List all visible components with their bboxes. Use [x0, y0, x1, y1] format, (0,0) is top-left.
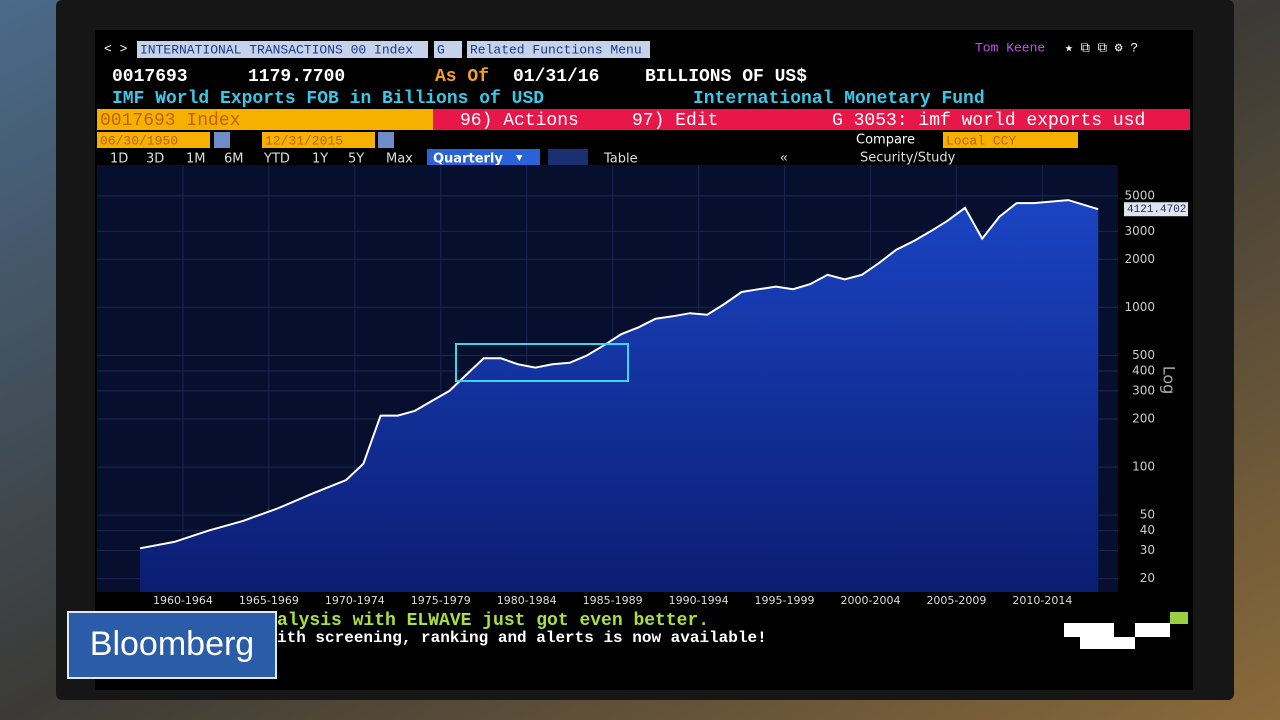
calendar-icon[interactable]	[214, 132, 230, 148]
period-button[interactable]: 6M	[224, 152, 244, 167]
graph-name: G 3053: imf world exports usd	[832, 111, 1145, 131]
nav-arrows[interactable]: < >	[104, 41, 128, 56]
y-tick-label: 2000	[1124, 252, 1155, 266]
last-value-box	[1124, 202, 1188, 217]
x-tick-label: 1995-1999	[755, 594, 815, 607]
y-tick-label: 20	[1140, 571, 1155, 585]
x-tick-label: 1985-1989	[583, 594, 643, 607]
period-button[interactable]: YTD	[263, 152, 290, 167]
units: BILLIONS OF US$	[645, 67, 807, 87]
dropdown-arrow: ▼	[516, 153, 523, 165]
compare[interactable]: Compare	[856, 133, 915, 148]
frequency-button[interactable]	[427, 149, 540, 167]
x-tick-label: 2000-2004	[841, 594, 901, 607]
last-value-label: 4121.4702	[1127, 204, 1186, 216]
ticker-line: ith screening, ranking and alerts is now…	[277, 629, 767, 647]
end-date[interactable]: 12/31/2015	[265, 133, 343, 148]
currency[interactable]: Local CCY	[946, 133, 1016, 148]
table-view[interactable]: Table	[603, 152, 638, 167]
x-tick-label: 1975-1979	[411, 594, 471, 607]
y-tick-label: 1000	[1124, 300, 1155, 314]
calendar-icon[interactable]	[378, 132, 394, 148]
decor-block	[1080, 637, 1135, 649]
y-tick-label: 50	[1140, 508, 1155, 522]
y-tick-label: 300	[1132, 383, 1155, 397]
period-button[interactable]: 5Y	[348, 152, 364, 167]
end-box[interactable]	[262, 132, 375, 148]
y-tick-label: 40	[1140, 523, 1155, 537]
start-date[interactable]: 06/30/1950	[100, 133, 178, 148]
frequency[interactable]: Quarterly	[433, 152, 503, 167]
y-axis-label: Log	[1160, 366, 1179, 395]
index-bar	[97, 109, 433, 130]
line	[139, 199, 1099, 550]
logo: Bloomberg	[90, 625, 254, 663]
user-name[interactable]: Tom Keene	[975, 40, 1045, 55]
y-tick-label: 200	[1132, 412, 1155, 426]
decor-block	[1064, 623, 1114, 637]
x-tick-label: 2010-2014	[1012, 594, 1072, 607]
currency-box[interactable]	[943, 132, 1078, 148]
as-of-label: As Of	[435, 67, 489, 87]
ticker: 0017693	[112, 67, 188, 87]
y-tick-label: 100	[1132, 460, 1155, 474]
edit-menu[interactable]: 97) Edit	[632, 111, 718, 131]
y-tick-label: 500	[1132, 348, 1155, 362]
related-menu[interactable]: Related Functions Menu	[470, 42, 642, 57]
mode-box[interactable]	[434, 41, 462, 58]
x-tick-label: 1990-1994	[669, 594, 729, 607]
security-field[interactable]: INTERNATIONAL TRANSACTIONS 00 Index	[140, 42, 413, 57]
decor-block	[1135, 623, 1170, 637]
area	[139, 200, 1099, 592]
security-box[interactable]	[137, 41, 428, 58]
command-bar	[433, 109, 1190, 130]
ticker-line: alysis with ELWAVE just got even better.	[277, 611, 709, 631]
mode-field[interactable]: G	[437, 42, 445, 57]
index-field[interactable]: 0017693 Index	[100, 111, 240, 131]
y-tick-label: 5000	[1124, 188, 1155, 202]
x-tick-label: 1960-1964	[153, 594, 213, 607]
start-box[interactable]	[97, 132, 210, 148]
x-tick-label: 1965-1969	[239, 594, 299, 607]
chart-view-button[interactable]	[548, 149, 588, 167]
period-button[interactable]: 1D	[110, 152, 128, 167]
price: 1179.7700	[248, 67, 345, 87]
actions-menu[interactable]: 96) Actions	[460, 111, 579, 131]
x-tick-label: 1970-1974	[325, 594, 385, 607]
y-tick-label: 3000	[1124, 224, 1155, 238]
decor-block	[1170, 612, 1188, 624]
period-button[interactable]: 1Y	[312, 152, 328, 167]
period-buttons: 1D 3D 1M 6M YTD 1Y 5Y Max	[110, 152, 413, 167]
x-tick-label: 2005-2009	[926, 594, 986, 607]
period-button[interactable]: 3D	[146, 152, 164, 167]
toolbar-icons[interactable]: ★ ⧉ ⧉ ⚙ ?	[1065, 40, 1138, 55]
y-tick-label: 400	[1132, 363, 1155, 377]
source: International Monetary Fund	[693, 89, 985, 109]
as-of-date: 01/31/16	[513, 67, 599, 87]
y-tick-label: 30	[1140, 543, 1155, 557]
logo-box	[67, 611, 277, 679]
collapse[interactable]: «	[780, 150, 788, 165]
period-button[interactable]: 1M	[186, 152, 206, 167]
menu-box[interactable]	[467, 41, 650, 58]
description: IMF World Exports FOB in Billions of USD	[112, 89, 544, 109]
study[interactable]: Security/Study	[860, 151, 956, 166]
highlight-box	[455, 343, 629, 382]
x-tick-label: 1980-1984	[497, 594, 557, 607]
period-button[interactable]: Max	[386, 152, 413, 167]
